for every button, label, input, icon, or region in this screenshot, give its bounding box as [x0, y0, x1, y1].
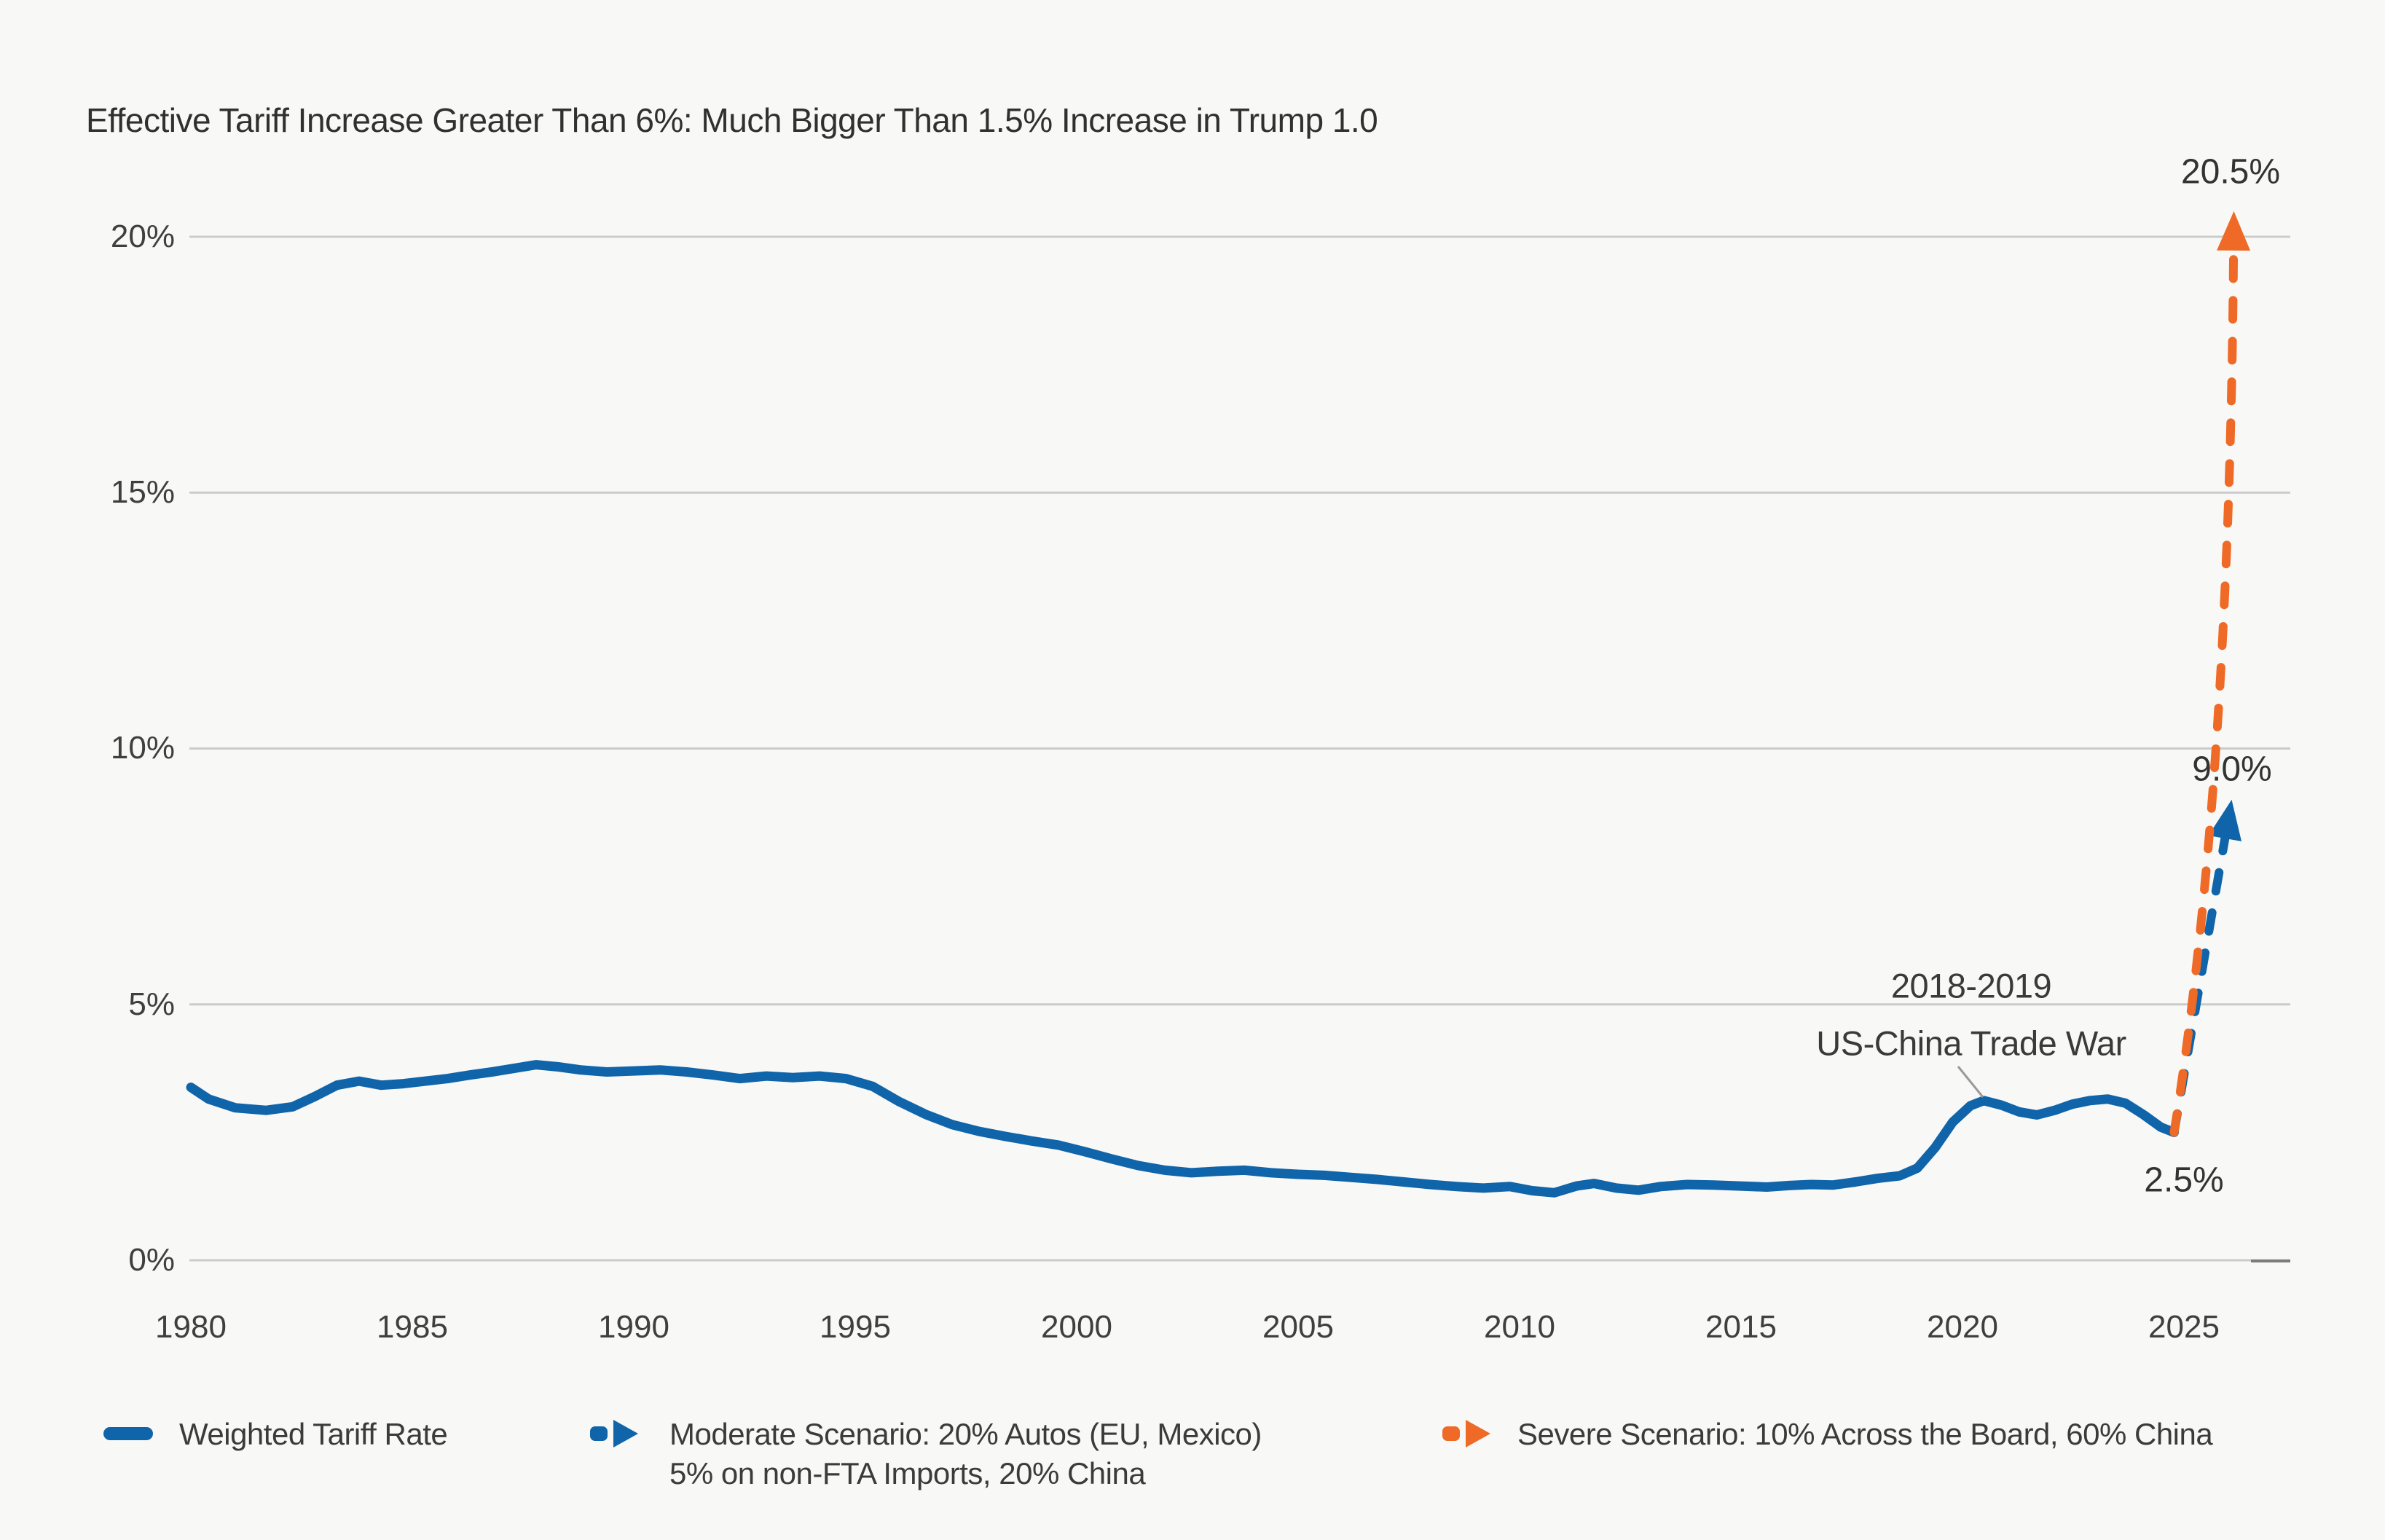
moderate-scenario-arrowhead: [2208, 799, 2241, 841]
y-tick-5pct: 5%: [128, 986, 175, 1022]
severe-scenario-arrowhead: [2217, 211, 2251, 251]
severe-dash-icon: [1442, 1426, 1460, 1441]
current-tariff-value-label: 2.5%: [2144, 1160, 2224, 1200]
x-tick-1995: 1995: [820, 1309, 891, 1345]
legend-item-weighted-swatch: [103, 1427, 153, 1440]
x-tick-1980: 1980: [155, 1309, 227, 1345]
y-tick-10pct: 10%: [110, 730, 175, 766]
severe-scenario-value-label: 20.5%: [2180, 152, 2281, 192]
legend-moderate-line2: 5% on non-FTA Imports, 20% China: [669, 1456, 1146, 1490]
x-tick-2025: 2025: [2148, 1309, 2220, 1345]
trade-war-callout-line: [1957, 1066, 1984, 1098]
y-tick-15pct: 15%: [110, 474, 175, 510]
legend-item-moderate-label: Moderate Scenario: 20% Autos (EU, Mexico…: [669, 1415, 1262, 1493]
y-tick-0pct: 0%: [128, 1242, 175, 1278]
trade-war-annotation-years: 2018-2019: [1890, 966, 2052, 1005]
legend-item-severe-swatch: [1442, 1420, 1490, 1447]
moderate-arrowhead-icon: [613, 1420, 638, 1447]
x-tick-2010: 2010: [1484, 1309, 1555, 1345]
x-tick-2020: 2020: [1927, 1309, 1998, 1345]
legend-item-severe-label: Severe Scenario: 10% Across the Board, 6…: [1517, 1417, 2213, 1451]
x-tick-1985: 1985: [377, 1309, 448, 1345]
weighted-tariff-line: [186, 1060, 2179, 1198]
severe-scenario-arrow-line: [2169, 245, 2239, 1137]
x-tick-2015: 2015: [1705, 1309, 1777, 1345]
x-tick-1990: 1990: [598, 1309, 669, 1345]
severe-arrowhead-icon: [1466, 1420, 1490, 1447]
legend-item-moderate-swatch: [590, 1420, 638, 1447]
moderate-scenario-value-label: 9.0%: [2192, 750, 2272, 789]
legend-moderate-line1: Moderate Scenario: 20% Autos (EU, Mexico…: [669, 1417, 1262, 1451]
x-tick-2005: 2005: [1262, 1309, 1334, 1345]
y-tick-20pct: 20%: [110, 219, 175, 254]
weighted-line-icon: [103, 1427, 153, 1440]
trade-war-annotation-title: US-China Trade War: [1816, 1024, 2126, 1063]
chart-title: Effective Tariff Increase Greater Than 6…: [86, 101, 1378, 139]
moderate-dash-icon: [590, 1426, 608, 1441]
legend-item-weighted-label: Weighted Tariff Rate: [179, 1417, 448, 1451]
x-tick-2000: 2000: [1041, 1309, 1112, 1345]
